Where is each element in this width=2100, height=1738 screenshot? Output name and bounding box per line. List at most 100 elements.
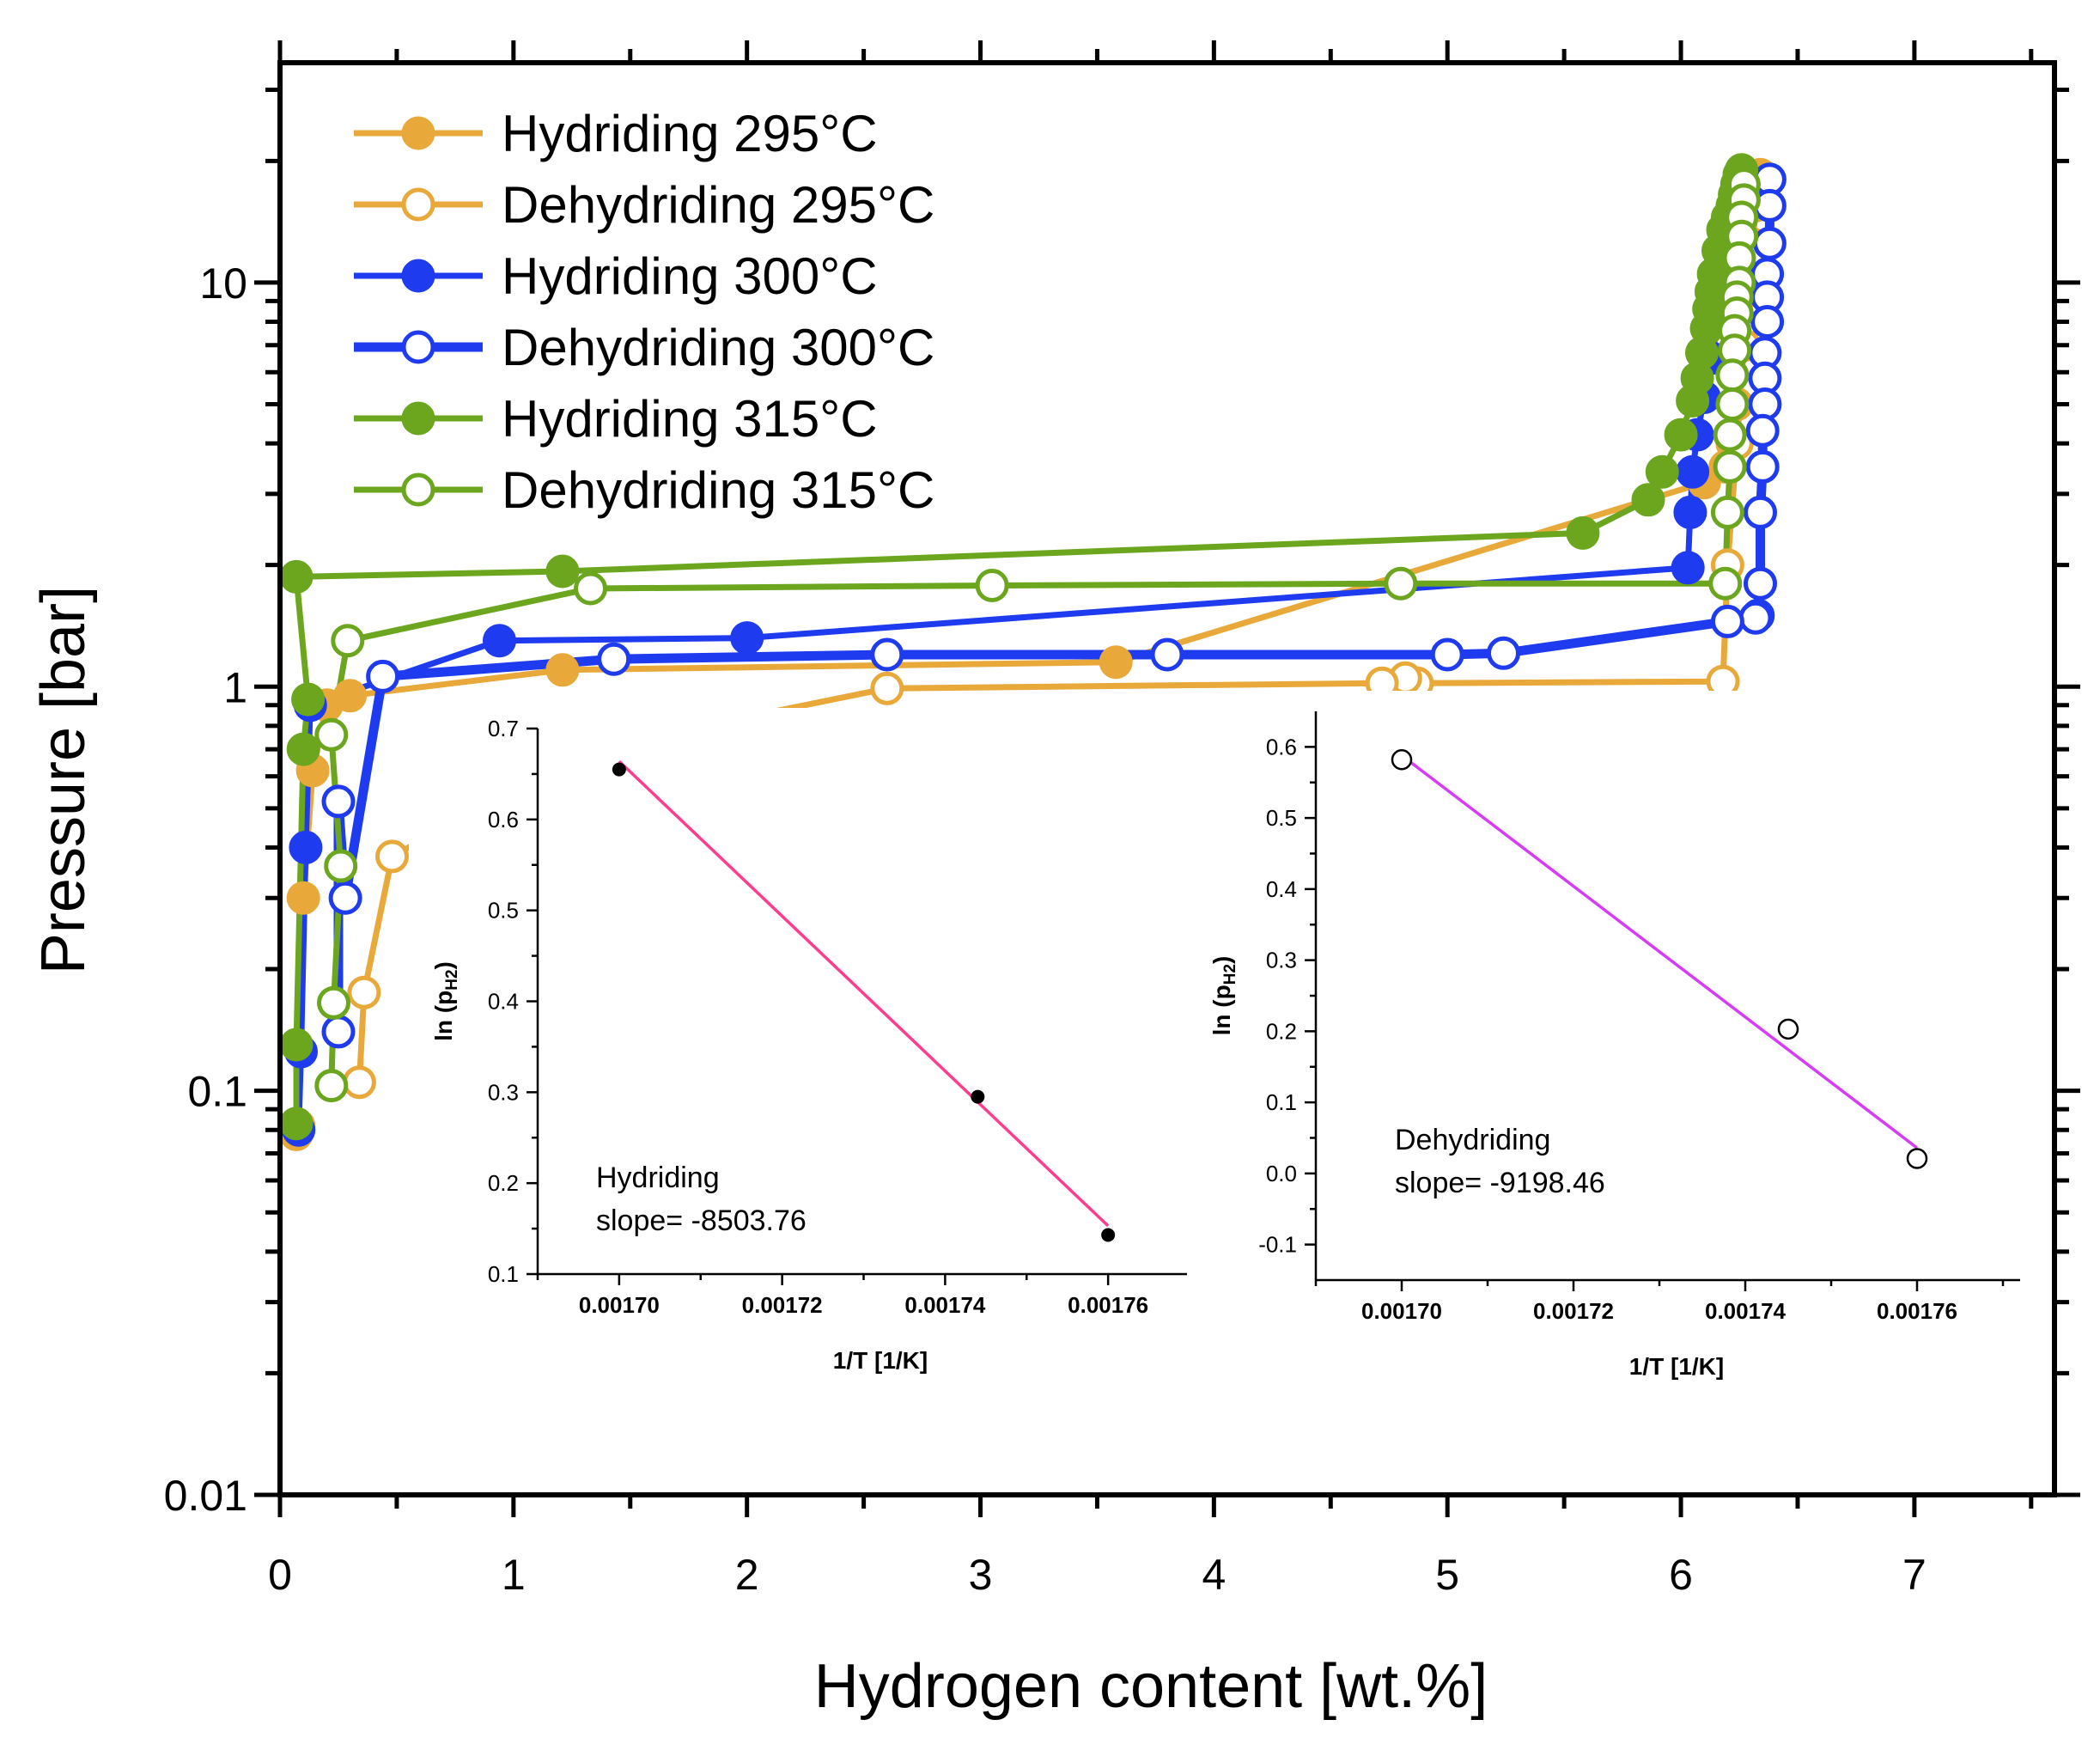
series-4-point (279, 1028, 313, 1062)
series-4-point (1566, 515, 1600, 550)
inset-y-tick-label: 0.5 (1266, 805, 1297, 831)
inset-x-axis-label: 1/T [1/K] (833, 1347, 928, 1374)
series-4-point (279, 559, 313, 594)
series-3-point (1752, 226, 1787, 260)
y-tick-label: 10 (199, 259, 247, 308)
inset-y-axis-label: ln (pH2) (430, 961, 461, 1041)
legend-label: Dehydriding 300°C (502, 319, 934, 376)
inset-point (1391, 749, 1413, 771)
main-plot-frame (277, 60, 2057, 1497)
inset-y-tick-label: 0.2 (488, 1170, 519, 1196)
series-markers (279, 153, 1787, 1151)
main-plot: 0 1 2 3 4 5 6 7 0.01 0.1 1 10 Hydrogen content [wt.%… (29, 40, 2080, 1721)
inset-y-tick-label: 0.0 (1266, 1161, 1297, 1186)
legend-label: Hydriding 295°C (502, 105, 878, 162)
inset-y-tick-label: 0.6 (1266, 734, 1297, 759)
series-2-point (730, 621, 764, 656)
inset-point (1777, 1018, 1799, 1040)
inset-title: Hydriding (596, 1162, 720, 1194)
series-0-point (1099, 645, 1133, 680)
series-3-point (1745, 449, 1780, 484)
inset-y-tick-label: 0.1 (488, 1261, 519, 1287)
legend-label: Hydriding 300°C (502, 247, 878, 305)
series-2-point (289, 830, 323, 864)
series-4-point (545, 554, 580, 588)
series-3-point (1430, 637, 1464, 672)
inset-point (971, 1089, 985, 1104)
legend-marker (401, 116, 435, 150)
series-5-point (1713, 418, 1747, 452)
series-2-point (1676, 454, 1710, 489)
inset-x-tick-label: 0.00174 (904, 1292, 986, 1318)
series-3-point (1745, 413, 1780, 448)
inset-fit-line (618, 759, 1110, 1228)
series-1-point (870, 671, 904, 705)
y-tick-label: 0.1 (187, 1068, 247, 1116)
series-2-point (1671, 551, 1705, 585)
inset-y-axis-label: ln (pH2) (1208, 956, 1239, 1036)
inset-x-tick-label: 0.00172 (742, 1292, 823, 1318)
legend-marker (401, 330, 435, 364)
inset-point (1906, 1148, 1928, 1169)
x-tick-label: 1 (502, 1551, 526, 1599)
series-5-point (314, 1069, 349, 1103)
inset-plot-2: 0.00170 0.00172 0.00174 0.00176 -0.1 0.0 0.1 0.… (1187, 691, 2037, 1423)
series-3-point (321, 1015, 356, 1049)
x-tick-label: 7 (1902, 1551, 1927, 1599)
series-5-point (317, 985, 350, 1020)
series-3-point (321, 784, 356, 819)
inset-y-tick-label: 0.7 (488, 716, 519, 741)
y-tick-label: 0.01 (164, 1472, 247, 1520)
inset-y-tick-label: 0.3 (488, 1079, 519, 1105)
inset-background (1187, 691, 2037, 1423)
inset-x-tick-label: 0.00170 (579, 1292, 660, 1318)
inset-x-tick-label: 0.00176 (1068, 1292, 1148, 1318)
series-5-point (314, 717, 349, 752)
series-5-point (975, 569, 1009, 602)
series-3-point (1487, 636, 1520, 670)
series-3-point (328, 881, 362, 915)
series-1-point (342, 1065, 376, 1100)
inset-y-tick-label: 0.1 (1266, 1089, 1297, 1115)
series-3-point (597, 642, 631, 676)
series-5-point (1710, 495, 1744, 529)
series-5-point (1715, 387, 1750, 421)
x-tick-label: 0 (268, 1551, 292, 1599)
series-5-point (1384, 566, 1418, 601)
series-4-point (1645, 454, 1679, 489)
x-axis-ticks: 0 1 2 3 4 5 6 7 (268, 40, 2034, 1599)
inset-y-tick-label: 0.5 (488, 898, 519, 924)
series-0-point (545, 653, 580, 687)
legend: Hydriding 295°C Dehydriding 295°C Hydridin… (354, 105, 934, 519)
legend-label: Dehydriding 295°C (502, 176, 934, 234)
series-5-point (574, 571, 607, 606)
legend-marker (401, 259, 435, 293)
series-0-point (333, 679, 368, 713)
series-3-point (1744, 566, 1777, 601)
inset-point (1101, 1228, 1116, 1242)
x-tick-label: 4 (1202, 1551, 1226, 1599)
series-4-point (291, 682, 326, 717)
y-axis-ticks: 0.01 0.1 1 10 (164, 87, 2080, 1520)
inset-fit-line (1400, 753, 1919, 1150)
inset-y-tick-label: 0.6 (488, 807, 519, 832)
x-axis-label: Hydrogen content [wt.%] (814, 1652, 1488, 1721)
inset-x-axis-label: 1/T [1/K] (1629, 1353, 1724, 1380)
inset-x-tick-label: 0.00172 (1533, 1298, 1614, 1324)
inset-slope-label: slope= -8503.76 (596, 1204, 807, 1237)
legend-marker (401, 473, 435, 507)
x-tick-label: 2 (735, 1551, 759, 1599)
series-0-point (286, 881, 320, 915)
x-tick-label: 3 (969, 1551, 993, 1599)
inset-y-tick-label: -0.1 (1258, 1232, 1297, 1258)
series-4-point (1631, 483, 1665, 517)
legend-marker (401, 187, 435, 222)
inset-point (612, 762, 626, 777)
inset-slope-label: slope= -9198.46 (1395, 1167, 1605, 1199)
series-5-point (1713, 449, 1747, 484)
series-2-point (483, 624, 516, 658)
series-1-point (375, 839, 409, 874)
series-5-point (324, 849, 358, 883)
series-3-point (1710, 604, 1744, 638)
